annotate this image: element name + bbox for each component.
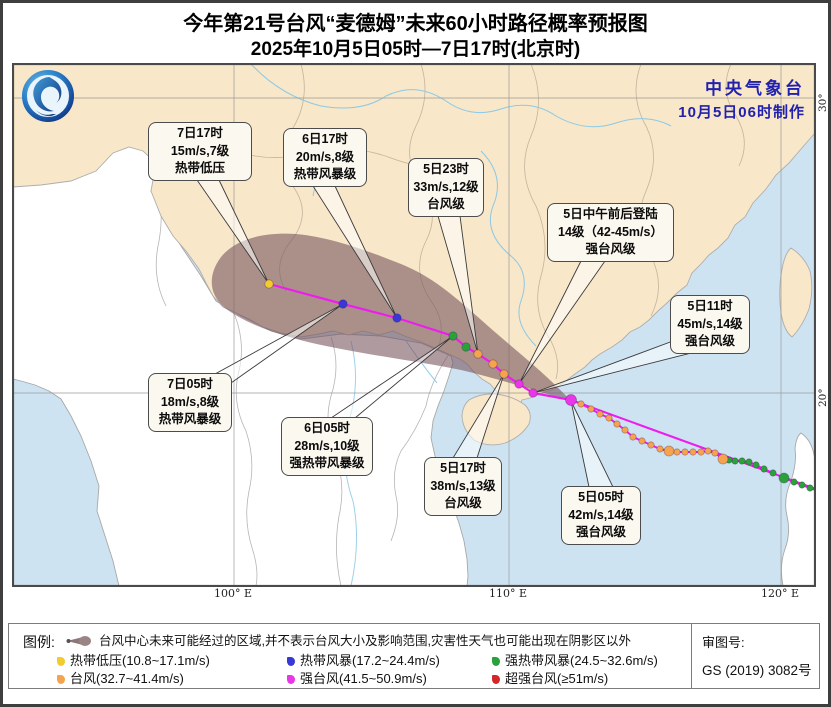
- legend-header: 台风中心未来可能经过的区域,并不表示台风大小及影响范围,灾害性天气也可能出现在阴…: [65, 630, 631, 649]
- legend-item: 强热带风暴(24.5~32.6m/s): [492, 650, 658, 669]
- legend-item: 超强台风(≥51m/s): [492, 668, 608, 687]
- forecast-label-5d17: 5日17时 38m/s,13级 台风级: [424, 457, 502, 516]
- forecast-label-7d17: 7日17时 15m/s,7级 热带低压: [148, 122, 252, 181]
- severe-typhoon-dot-icon: [287, 675, 295, 684]
- page-title: 今年第21号台风“麦德姆”未来60小时路径概率预报图: [183, 13, 648, 35]
- lon-tick-120e: 120° E: [760, 587, 800, 600]
- gridlines: [13, 64, 815, 586]
- map-border: [13, 64, 815, 586]
- lat-tick-30n: 30° N: [817, 93, 831, 112]
- cone-note: 台风中心未来可能经过的区域,并不表示台风大小及影响范围,灾害性天气也可能出现在阴…: [99, 634, 631, 648]
- license-number: GS (2019) 3082号: [702, 663, 812, 678]
- legend-item: 强台风(41.5~50.9m/s): [287, 668, 427, 687]
- forecast-label-6d17: 6日17时 20m/s,8级 热带风暴级: [283, 128, 367, 187]
- map-license: 审图号: GS (2019) 3082号: [691, 624, 820, 688]
- forecast-label-7d05: 7日05时 18m/s,8级 热带风暴级: [148, 373, 232, 432]
- lon-tick-100e: 100° E: [213, 587, 253, 600]
- agency-name: 中央气象台: [705, 79, 805, 98]
- legend-item: 热带低压(10.8~17.1m/s): [57, 650, 210, 669]
- tropical-storm-dot-icon: [287, 657, 295, 666]
- forecast-label-landfall: 5日中午前后登陆 14级（42-45m/s） 强台风级: [547, 203, 674, 262]
- typhoon-track: [264, 279, 815, 492]
- island-taiwan: [779, 247, 813, 338]
- tropical-depression-dot-icon: [57, 657, 65, 666]
- credit-block: 中央气象台 10月5日06时制作: [678, 74, 805, 122]
- lat-tick-20n: 20° N: [817, 388, 831, 407]
- lon-tick-110e: 110° E: [488, 587, 528, 600]
- legend: 图例: 台风中心未来可能经过的区域,并不表示台风大小及影响范围,灾害性天气也可能…: [8, 623, 820, 689]
- severe-tropical-storm-dot-icon: [492, 657, 500, 666]
- super-typhoon-dot-icon: [492, 675, 500, 684]
- page-subtitle: 2025年10月5日05时—7日17时(北京时): [250, 39, 581, 60]
- forecast-label-5d05: 5日05时 42m/s,14级 强台风级: [561, 486, 641, 545]
- cone-icon: [66, 636, 91, 646]
- license-label: 审图号:: [702, 635, 745, 650]
- cma-logo-icon: [22, 70, 74, 122]
- callout-wedges: [196, 179, 693, 488]
- typhoon-dot-icon: [57, 675, 65, 684]
- island-luzon: [780, 432, 815, 586]
- legend-item: 台风(32.7~41.4m/s): [57, 668, 184, 687]
- legend-item: 热带风暴(17.2~24.4m/s): [287, 650, 440, 669]
- legend-caption: 图例:: [23, 634, 55, 650]
- issue-time: 10月5日06时制作: [678, 104, 805, 121]
- forecast-label-6d05: 6日05时 28m/s,10级 强热带风暴级: [281, 417, 373, 476]
- forecast-label-5d23: 5日23时 33m/s,12级 台风级: [408, 158, 484, 217]
- forecast-label-5d11: 5日11时 45m/s,14级 强台风级: [670, 295, 750, 354]
